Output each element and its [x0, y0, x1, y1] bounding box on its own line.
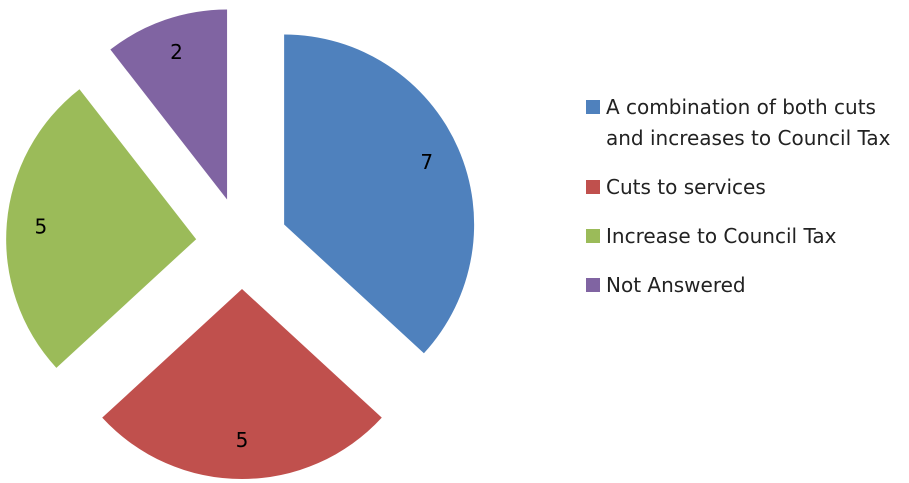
data-label-increase-council-tax: 5	[35, 214, 48, 238]
legend-label-not-answered: Not Answered	[606, 273, 746, 297]
legend-swatch-increase-council-tax	[586, 229, 600, 243]
legend-item-not-answered: Not Answered	[586, 270, 906, 301]
data-label-combination: 7	[420, 150, 433, 174]
legend-swatch-combination	[586, 100, 600, 114]
legend-item-cuts-to-services: Cuts to services	[586, 172, 906, 203]
legend: A combination of both cuts and increases…	[586, 92, 906, 301]
legend-item-combination: A combination of both cuts and increases…	[586, 92, 906, 154]
legend-label-increase-council-tax: Increase to Council Tax	[606, 224, 837, 248]
pie-slice-combination	[284, 34, 475, 354]
data-label-cuts-to-services: 5	[236, 428, 249, 452]
legend-label-cuts-to-services: Cuts to services	[606, 175, 766, 199]
data-label-not-answered: 2	[170, 40, 183, 64]
legend-item-increase-council-tax: Increase to Council Tax	[586, 221, 906, 252]
pie-slice-not-answered	[110, 9, 228, 200]
pie-slice-cuts-to-services	[102, 289, 382, 480]
legend-swatch-cuts-to-services	[586, 180, 600, 194]
legend-label-combination: A combination of both cuts and increases…	[606, 95, 891, 150]
legend-swatch-not-answered	[586, 278, 600, 292]
pie-slice-increase-council-tax	[6, 89, 197, 368]
